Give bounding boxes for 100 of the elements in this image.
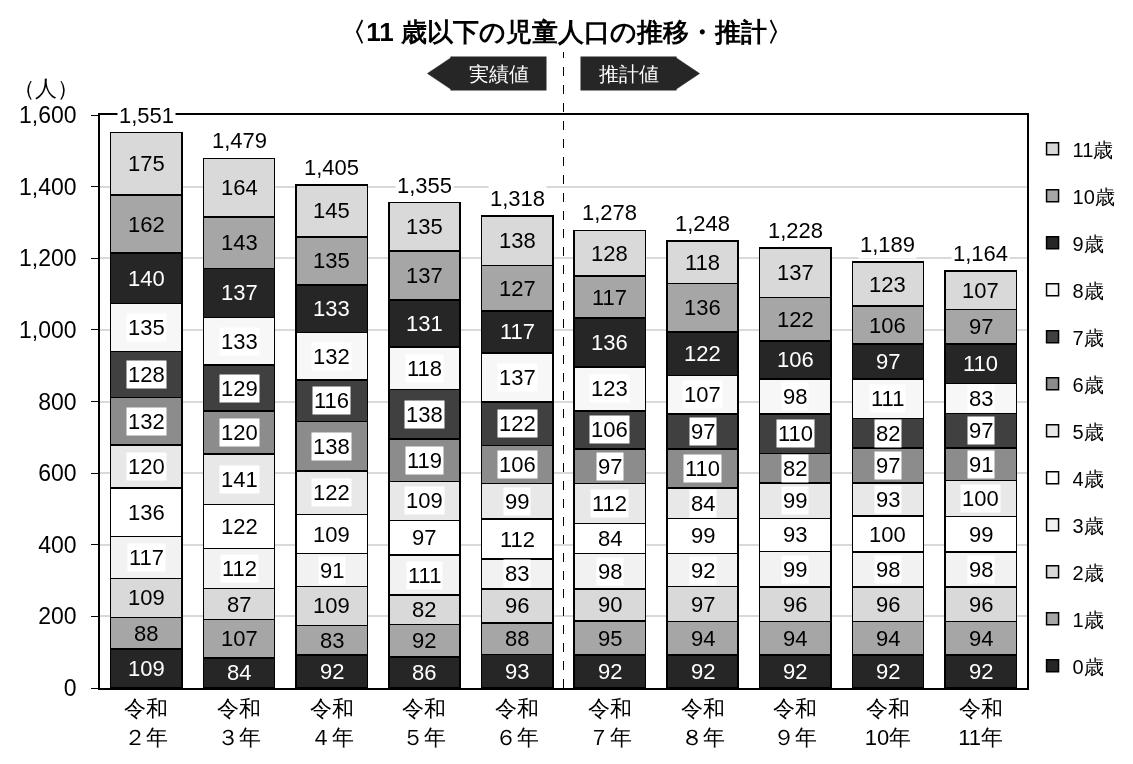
data-label: 94: [969, 626, 994, 651]
total-label: 1,278: [582, 200, 638, 225]
data-label: 86: [412, 660, 437, 685]
data-label: 93: [505, 659, 530, 684]
y-tick-label: 1,600: [19, 102, 77, 129]
data-label: 92: [783, 659, 808, 684]
x-tick-label: 令和５年: [402, 696, 447, 750]
data-label: 98: [783, 384, 808, 409]
data-label: 95: [598, 626, 623, 651]
data-label: 83: [505, 561, 530, 586]
total-label: 1,318: [490, 186, 546, 211]
data-label: 137: [499, 365, 536, 390]
total-label: 1,248: [675, 211, 731, 236]
x-tick-label: 令和11年: [958, 696, 1004, 750]
data-label: 91: [320, 558, 345, 583]
data-label: 106: [869, 313, 906, 338]
legend-label: 3歳: [1072, 514, 1104, 537]
x-tick-label: 令和10年: [864, 696, 912, 750]
y-tick-label: 600: [38, 460, 77, 487]
data-label: 107: [962, 278, 999, 303]
data-label: 145: [313, 198, 350, 223]
legend-label: 2歳: [1072, 561, 1104, 584]
data-label: 112: [222, 556, 258, 581]
data-label: 99: [505, 489, 530, 514]
y-tick-label: 1,400: [19, 173, 77, 200]
data-label: 84: [227, 660, 252, 685]
data-label: 120: [221, 420, 258, 445]
data-label: 128: [591, 241, 628, 266]
data-label: 92: [598, 659, 623, 684]
data-label: 128: [128, 362, 165, 387]
data-label: 164: [221, 175, 258, 200]
data-label: 100: [869, 522, 906, 547]
data-label: 137: [406, 263, 443, 288]
data-label: 122: [221, 514, 258, 539]
data-label: 111: [408, 563, 442, 588]
total-label: 1,479: [212, 128, 268, 153]
y-axis-title: （人）: [13, 76, 79, 101]
data-label: 99: [691, 523, 716, 548]
data-label: 143: [221, 230, 258, 255]
x-tick-label: 令和９年: [773, 696, 818, 750]
legend-label: 7歳: [1072, 326, 1104, 349]
data-label: 93: [876, 487, 901, 512]
total-label: 1,405: [304, 155, 360, 180]
data-label: 131: [406, 311, 443, 336]
data-label: 97: [598, 454, 623, 479]
data-label: 98: [876, 557, 901, 582]
data-label: 112: [500, 527, 536, 552]
legend-label: 10歳: [1072, 185, 1115, 208]
data-label: 97: [876, 453, 901, 478]
total-label: 1,551: [119, 103, 175, 128]
data-label: 97: [691, 592, 716, 617]
data-label: 97: [412, 525, 437, 550]
x-tick-label: 令和２年: [124, 696, 169, 750]
data-label: 138: [499, 228, 536, 253]
data-label: 122: [313, 480, 350, 505]
data-label: 117: [129, 545, 165, 570]
data-label: 96: [783, 592, 808, 617]
legend-label: 9歳: [1072, 232, 1104, 255]
data-label: 116: [314, 388, 350, 413]
data-label: 136: [128, 500, 165, 525]
data-label: 122: [499, 411, 536, 436]
data-label: 106: [499, 452, 536, 477]
data-label: 90: [598, 592, 623, 617]
data-label: 109: [406, 488, 443, 513]
data-label: 141: [221, 467, 258, 492]
x-tick-label: 令和３年: [217, 696, 262, 750]
data-label: 82: [783, 456, 808, 481]
data-label: 112: [592, 491, 628, 516]
legend-label: 4歳: [1072, 467, 1104, 490]
data-label: 133: [221, 329, 258, 354]
y-tick-label: 200: [38, 603, 77, 630]
data-label: 83: [969, 386, 994, 411]
data-label: 106: [777, 347, 814, 372]
data-label: 119: [407, 448, 443, 473]
data-label: 82: [876, 421, 901, 446]
data-label: 110: [778, 421, 814, 446]
data-label: 129: [221, 376, 258, 401]
data-label: 92: [969, 659, 994, 684]
data-label: 138: [313, 434, 350, 459]
data-label: 88: [505, 626, 530, 651]
data-label: 117: [592, 285, 628, 310]
data-label: 92: [412, 628, 437, 653]
data-label: 111: [871, 386, 905, 411]
data-label: 132: [128, 409, 165, 434]
data-label: 109: [313, 593, 350, 618]
legend-label: 5歳: [1072, 420, 1104, 443]
data-label: 138: [406, 402, 443, 427]
data-label: 97: [876, 349, 901, 374]
data-label: 110: [963, 351, 999, 376]
text: 実績値: [468, 62, 529, 85]
data-label: 175: [128, 151, 165, 176]
data-label: 109: [128, 585, 165, 610]
legend-label: 0歳: [1072, 655, 1104, 678]
data-label: 82: [412, 597, 437, 622]
data-label: 92: [320, 659, 345, 684]
x-tick-label: 令和７年: [587, 696, 632, 750]
data-label: 110: [685, 456, 721, 481]
data-label: 109: [128, 656, 165, 681]
total-label: 1,164: [953, 241, 1009, 266]
data-label: 136: [591, 330, 628, 355]
